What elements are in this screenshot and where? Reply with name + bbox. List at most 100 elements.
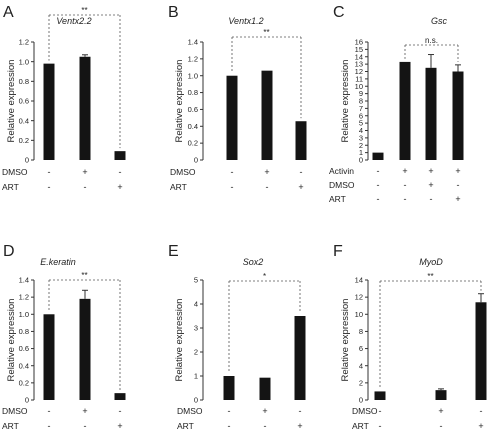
- gene-title: Gsc: [431, 16, 448, 26]
- treatment-label: ART: [177, 421, 194, 431]
- y-tick-label: 4: [359, 361, 363, 370]
- y-tick-label: 14: [355, 276, 363, 285]
- y-tick-label: 1.2: [19, 38, 29, 47]
- y-tick-label: 0.4: [188, 122, 198, 131]
- treatment-label: ART: [2, 182, 19, 192]
- treatment-symbol: -: [228, 406, 231, 416]
- treatment-symbol: -: [48, 167, 51, 177]
- y-tick-label: 0.6: [19, 344, 29, 353]
- treatment-symbol: -: [266, 182, 269, 192]
- panel-f: F MyoD Relative expression 0 2 4 6 8 10 12 14 ** DMS…: [333, 243, 487, 431]
- treatment-symbol: -: [48, 182, 51, 192]
- bar: [452, 71, 464, 160]
- treatment-symbol: +: [428, 180, 433, 190]
- panel-letter: B: [168, 4, 179, 21]
- bar: [295, 121, 307, 160]
- y-tick-label: 14: [355, 52, 363, 61]
- treatment-symbol: +: [428, 166, 433, 176]
- treatment-symbol: -: [379, 406, 382, 416]
- y-axis-label: Relative expression: [174, 299, 185, 382]
- treatment-symbol: -: [379, 421, 382, 431]
- treatment-symbol: -: [430, 194, 433, 204]
- y-tick-label: 6: [359, 344, 363, 353]
- bar: [114, 393, 126, 400]
- y-tick-label: 0.6: [188, 105, 198, 114]
- significance-label: n.s.: [425, 36, 438, 45]
- treatment-symbol: -: [377, 180, 380, 190]
- y-tick-label: 0.4: [19, 116, 29, 125]
- treatment-symbol: +: [82, 167, 87, 177]
- y-tick-label: 9: [359, 89, 363, 98]
- treatment-label: DMSO: [177, 406, 203, 416]
- bar: [226, 75, 238, 160]
- treatment-symbol: -: [231, 182, 234, 192]
- bar: [425, 67, 437, 160]
- treatment-label: ART: [352, 421, 369, 431]
- treatment-symbol: -: [84, 421, 87, 431]
- y-tick-label: 1.4: [188, 38, 198, 47]
- bar: [259, 377, 271, 400]
- significance-label: **: [263, 28, 269, 37]
- treatment-symbol: -: [377, 194, 380, 204]
- y-tick-label: 1.0: [188, 71, 198, 80]
- treatment-label: DMSO: [329, 180, 355, 190]
- treatment-symbol: +: [438, 406, 443, 416]
- treatment-symbol: -: [404, 180, 407, 190]
- bar: [374, 391, 386, 400]
- treatment-symbol: +: [117, 182, 122, 192]
- gene-title: E.keratin: [40, 257, 76, 267]
- y-tick-label: 7: [359, 104, 363, 113]
- bar: [399, 61, 411, 160]
- treatment-symbol: +: [82, 406, 87, 416]
- y-tick-label: 0.4: [19, 361, 29, 370]
- treatment-symbol: -: [299, 406, 302, 416]
- y-tick-label: 11: [355, 74, 363, 83]
- y-axis-label: Relative expression: [340, 299, 351, 382]
- y-tick-label: 1: [194, 372, 198, 381]
- treatment-symbol: -: [404, 194, 407, 204]
- panel-letter: A: [3, 4, 14, 21]
- treatment-symbol: -: [228, 421, 231, 431]
- y-tick-label: 3: [359, 133, 363, 142]
- y-tick-label: 5: [359, 119, 363, 128]
- panel-letter: F: [333, 243, 343, 260]
- y-tick-label: 1.2: [19, 293, 29, 302]
- treatment-symbol: +: [402, 166, 407, 176]
- treatment-symbol: -: [264, 421, 267, 431]
- y-tick-label: 1.4: [19, 276, 29, 285]
- y-tick-label: 13: [355, 60, 363, 69]
- treatment-symbol: -: [119, 167, 122, 177]
- bar: [79, 298, 91, 400]
- y-tick-label: 12: [355, 293, 363, 302]
- panel-e: E Sox2 Relative expression 0 1 2 3 4 5 * DMSO - + - AR…: [168, 243, 306, 431]
- bar: [261, 70, 273, 160]
- treatment-symbol: -: [84, 182, 87, 192]
- y-tick-label: 1.0: [19, 57, 29, 66]
- y-tick-label: 4: [359, 126, 363, 135]
- significance-label: **: [81, 6, 87, 15]
- bar: [43, 314, 55, 400]
- y-tick-label: 1.2: [188, 54, 198, 63]
- y-axis-label: Relative expression: [6, 60, 17, 143]
- y-tick-label: 0.6: [19, 97, 29, 106]
- panel-letter: E: [168, 243, 179, 260]
- y-tick-label: 6: [359, 111, 363, 120]
- bar: [79, 56, 91, 160]
- bar: [43, 63, 55, 161]
- y-tick-label: 8: [359, 327, 363, 336]
- y-tick-label: 15: [355, 45, 363, 54]
- y-axis-label: Relative expression: [340, 60, 351, 143]
- y-tick-label: 0.2: [19, 378, 29, 387]
- significance-label: *: [263, 272, 266, 281]
- bar: [223, 376, 235, 400]
- y-tick-label: 8: [359, 97, 363, 106]
- treatment-label: DMSO: [2, 406, 28, 416]
- treatment-symbol: +: [297, 421, 302, 431]
- gene-title: MyoD: [419, 257, 443, 267]
- treatment-symbol: +: [262, 406, 267, 416]
- treatment-symbol: -: [480, 406, 483, 416]
- treatment-symbol: -: [48, 421, 51, 431]
- y-tick-label: 0: [194, 156, 198, 165]
